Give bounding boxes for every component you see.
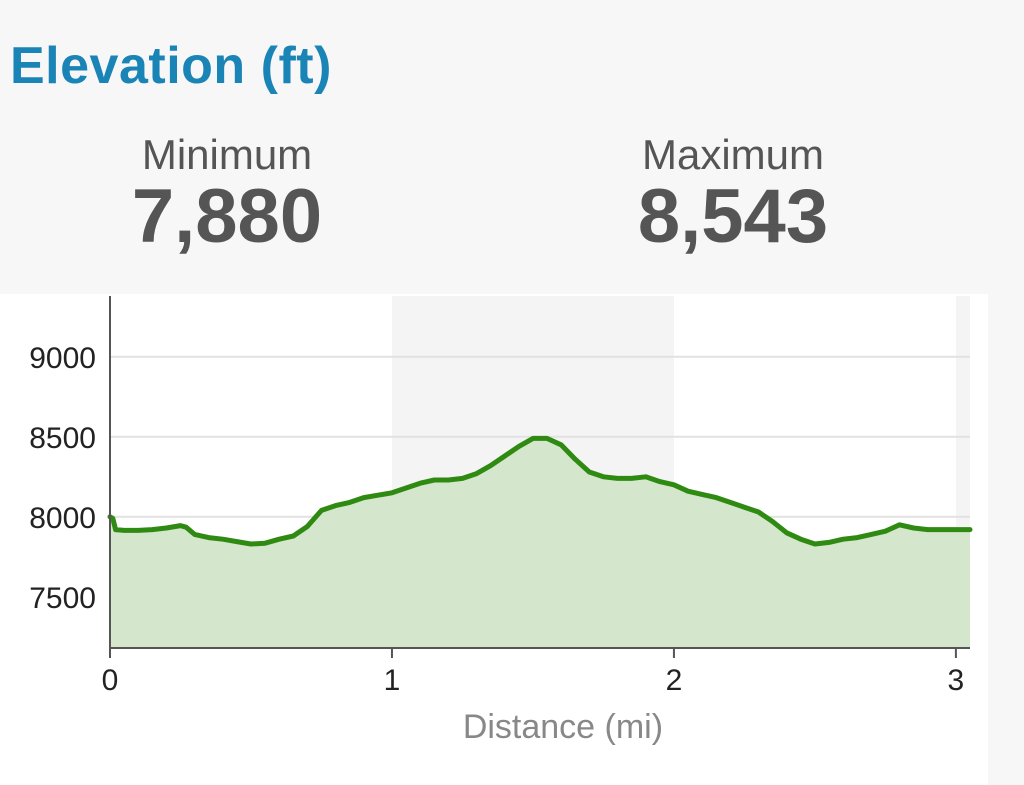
maximum-label: Maximum xyxy=(641,131,824,178)
elevation-area xyxy=(110,438,970,648)
elevation-line xyxy=(107,435,973,547)
x-axis-title: Distance (mi) xyxy=(463,708,663,746)
minimum-label: Minimum xyxy=(141,131,313,178)
x-tick-label: 2 xyxy=(666,664,683,697)
x-tick-label: 3 xyxy=(948,664,965,697)
minimum-stat: Minimum 7,880 xyxy=(87,132,367,256)
y-tick-label: 9000 xyxy=(29,342,96,375)
page-title: Elevation (ft) xyxy=(10,37,332,95)
elevation-chart: 7500 8000 8500 9000 0 1 2 3 Distance (mi) xyxy=(29,296,973,746)
y-tick-label: 8000 xyxy=(29,502,96,535)
y-tick-label: 8500 xyxy=(29,422,96,455)
elevation-chart-container: 7500 8000 8500 9000 0 1 2 3 Distance (mi) xyxy=(0,294,988,785)
maximum-value: 8,543 xyxy=(637,174,829,259)
maximum-stat: Maximum 8,543 xyxy=(593,132,873,256)
x-tick-label: 0 xyxy=(102,664,119,697)
y-tick-label: 7500 xyxy=(29,582,96,615)
minimum-value: 7,880 xyxy=(131,174,323,259)
x-tick-label: 1 xyxy=(384,664,401,697)
